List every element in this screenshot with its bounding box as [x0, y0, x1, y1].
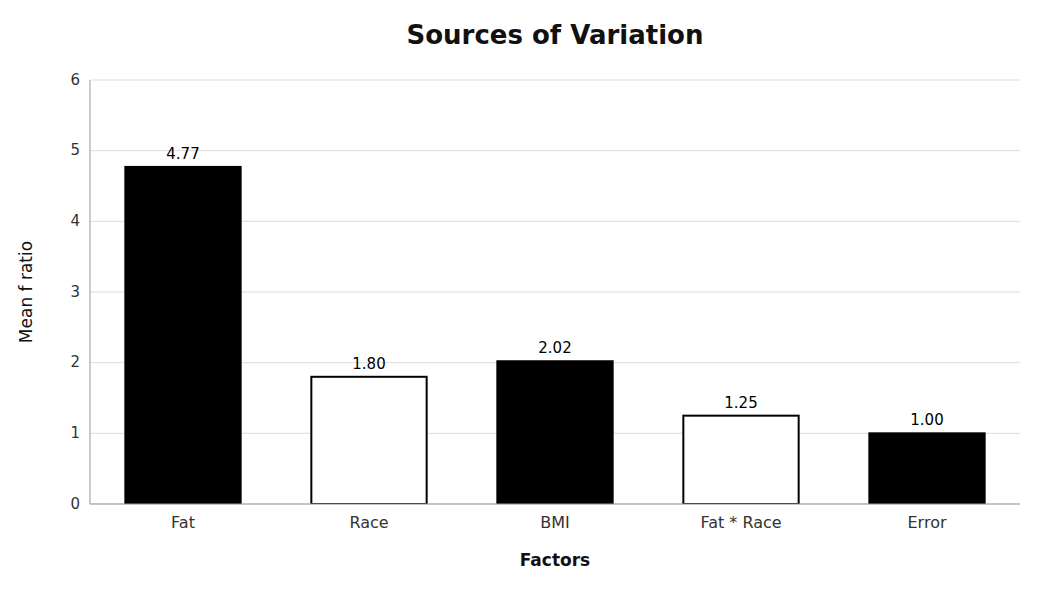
x-tick-label: Race [349, 513, 388, 532]
x-axis-label: Factors [520, 550, 590, 570]
data-label: 2.02 [538, 339, 571, 357]
bar [497, 361, 612, 504]
data-label: 4.77 [166, 145, 199, 163]
bar [683, 416, 798, 504]
data-label: 1.80 [352, 355, 385, 373]
chart-title: Sources of Variation [407, 20, 704, 50]
x-tick-label: BMI [540, 513, 570, 532]
grid-line [90, 80, 1020, 81]
bar [125, 167, 240, 504]
y-axis-label: Mean f ratio [16, 241, 36, 343]
y-tick-label: 3 [70, 283, 80, 301]
grid-line [90, 504, 1020, 505]
data-label: 1.00 [910, 411, 943, 429]
x-axis-line [90, 504, 1020, 505]
y-tick-label: 6 [70, 71, 80, 89]
y-tick-label: 0 [70, 495, 80, 513]
background [0, 0, 1050, 594]
y-tick-label: 2 [70, 353, 80, 371]
y-tick-label: 1 [70, 424, 80, 442]
x-tick-label: Fat [171, 513, 195, 532]
x-tick-label: Fat * Race [700, 513, 781, 532]
y-tick-label: 5 [70, 141, 80, 159]
chart-container: 0 1 2 3 4 5 6 4.77 1.80 2.02 1.25 1.00 Fat Race BMI Fat… [0, 0, 1050, 594]
x-tick-label: Error [908, 513, 947, 532]
y-axis-line [90, 80, 91, 504]
y-tick-label: 4 [70, 212, 80, 230]
data-label: 1.25 [724, 394, 757, 412]
bar [311, 377, 426, 504]
y-grid [90, 80, 1020, 504]
grid-line [90, 150, 1020, 151]
bars [125, 167, 984, 504]
bar [869, 433, 984, 504]
chart-svg: 0 1 2 3 4 5 6 4.77 1.80 2.02 1.25 1.00 Fat Race BMI Fat… [0, 0, 1050, 594]
